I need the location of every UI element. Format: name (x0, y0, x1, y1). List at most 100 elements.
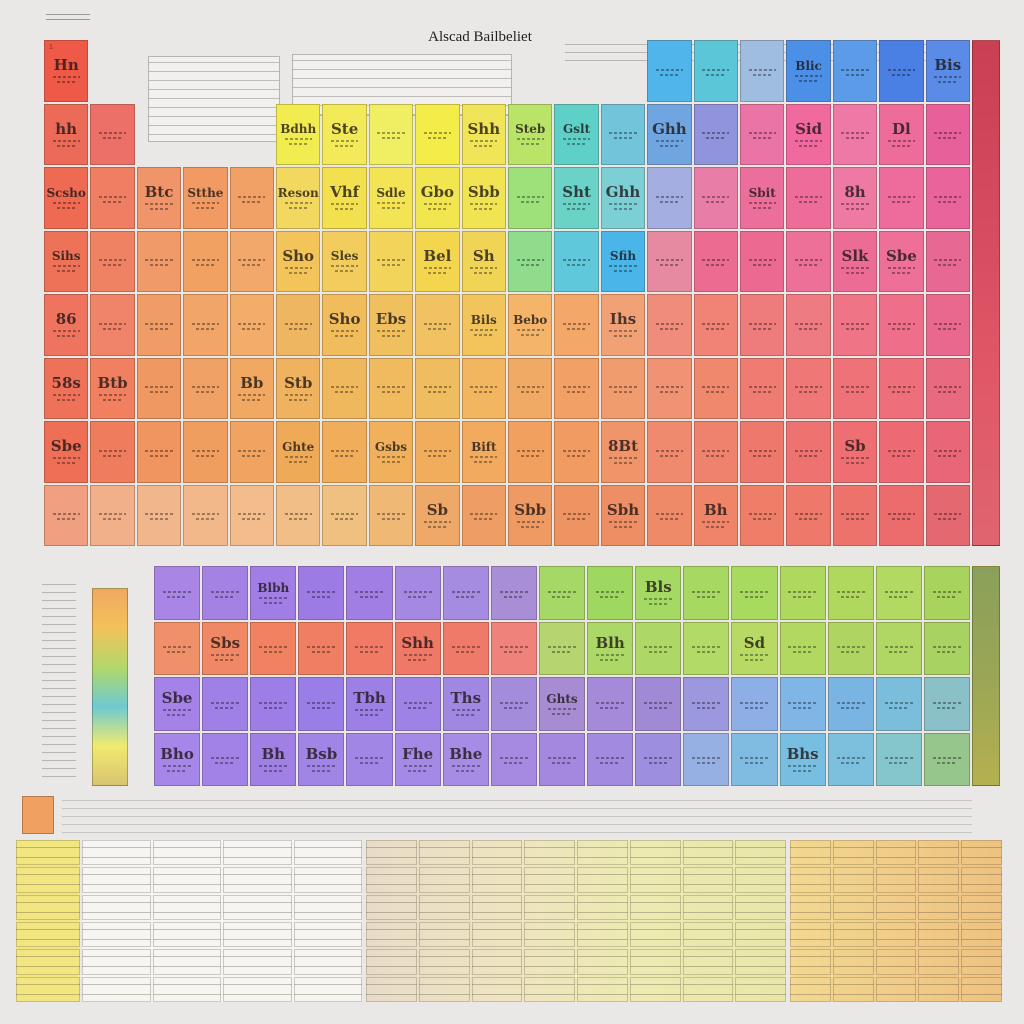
element-caption-line (702, 259, 730, 262)
element-tile (508, 357, 553, 419)
element-caption-line (600, 762, 620, 765)
element-caption-line (56, 335, 76, 338)
element-symbol: Sbb (514, 500, 547, 519)
element-tile: Btb (90, 357, 135, 419)
element-tile (136, 484, 182, 546)
element-tile (276, 484, 321, 546)
table-cell (790, 976, 831, 1002)
element-symbol: Sbe (50, 437, 82, 456)
element-caption-line (103, 454, 122, 457)
element-caption-line (456, 651, 476, 654)
element-caption-line (696, 706, 717, 709)
element-caption-line (706, 137, 726, 140)
element-caption-line (841, 68, 869, 71)
element-tile (90, 484, 135, 546)
element-symbol: Slk (841, 246, 869, 265)
element-caption-line (451, 709, 480, 712)
element-caption-line (407, 595, 428, 598)
element-caption-line (284, 513, 312, 516)
element-caption-line (563, 386, 591, 389)
element-tile (415, 357, 460, 419)
element-caption-line (377, 132, 405, 135)
element-caption-line (196, 264, 215, 267)
element-caption-line (103, 327, 122, 330)
element-caption-line (552, 595, 572, 598)
element-symbol: hh (55, 119, 78, 138)
color-strip (92, 588, 128, 786)
element-caption-line (567, 518, 586, 521)
element-caption-line (52, 513, 80, 516)
element-caption-line (56, 398, 76, 401)
element-tile (183, 421, 228, 483)
element-caption-line (149, 208, 169, 211)
element-tile (923, 677, 970, 731)
element-caption-line (288, 398, 308, 401)
element-caption-line (613, 137, 633, 140)
element-caption-line (335, 208, 354, 211)
element-caption-line (103, 200, 122, 203)
element-caption-line (407, 769, 428, 772)
element-caption-line (792, 595, 813, 598)
element-caption-line (470, 266, 498, 269)
element-tile (229, 484, 274, 546)
element-tile (683, 732, 730, 786)
element-tile: Fhe (394, 732, 441, 786)
element-tile (600, 103, 646, 165)
table-cell (366, 922, 417, 948)
element-caption-line (242, 327, 262, 330)
element-caption-line (547, 757, 577, 760)
element-caption-line (660, 518, 679, 521)
element-caption-line (752, 73, 772, 76)
element-caption-line (567, 264, 586, 267)
element-caption-line (660, 144, 679, 147)
element-caption-line (516, 138, 544, 141)
element-caption-line (744, 762, 765, 765)
element-caption-line (331, 330, 359, 333)
element-caption-line (655, 139, 683, 142)
element-symbol: Ebs (375, 310, 407, 329)
element-tile (490, 732, 537, 786)
element-symbol: Sles (330, 249, 359, 264)
reference-table-yellow (16, 840, 80, 1002)
element-caption-line (563, 138, 591, 141)
element-caption-line (56, 462, 76, 465)
element-caption-line (456, 595, 476, 598)
element-tile: Bis (925, 40, 970, 102)
element-tile: Ghte (276, 421, 321, 483)
element-caption-line (740, 653, 769, 656)
element-tile (442, 566, 489, 620)
element-tile: Gbo (415, 167, 460, 229)
element-caption-line (451, 764, 480, 767)
element-caption-line (242, 200, 262, 203)
empty-slot (601, 40, 645, 102)
element-caption-line (702, 449, 730, 452)
element-caption-line (889, 706, 909, 709)
element-caption-line (52, 201, 80, 204)
element-tile: Bh (693, 484, 738, 546)
element-tile (587, 677, 634, 731)
table-cell (682, 976, 734, 1002)
element-caption-line (99, 322, 127, 325)
element-caption-line (428, 525, 447, 528)
element-caption-line (167, 651, 187, 654)
table-cell (223, 840, 292, 866)
element-number: 1 (49, 44, 53, 51)
element-caption-line (377, 259, 405, 262)
element-caption-line (744, 595, 765, 598)
table-cell (524, 922, 575, 948)
element-caption-line (381, 391, 401, 394)
element-caption-line (836, 646, 865, 649)
element-caption-line (938, 200, 958, 203)
element-caption-line (845, 73, 865, 76)
table-cell (832, 976, 874, 1002)
element-tile: Bebo (508, 294, 553, 356)
table-cell (790, 840, 831, 866)
element-tile (346, 621, 393, 675)
element-caption-line (552, 762, 572, 765)
element-caption-line (845, 208, 865, 211)
element-caption-line (284, 138, 312, 141)
element-caption-line (696, 762, 717, 765)
element-caption-line (470, 513, 498, 516)
element-caption-line (892, 144, 911, 147)
table-cell (418, 976, 470, 1002)
